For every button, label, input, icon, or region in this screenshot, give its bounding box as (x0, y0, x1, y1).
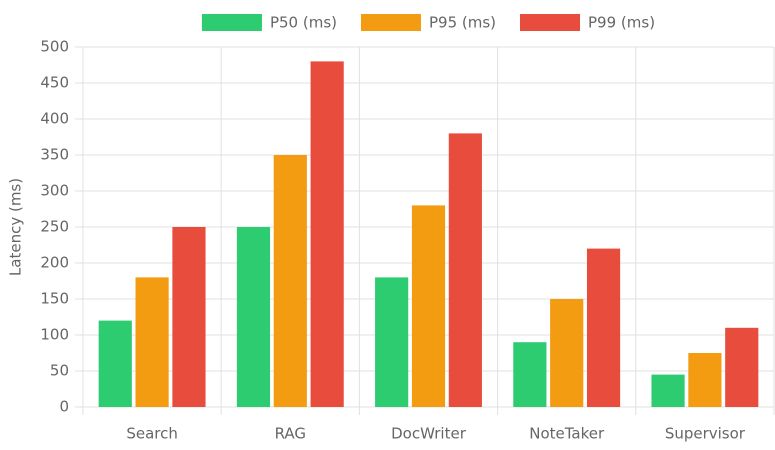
y-tick-label: 100 (40, 326, 69, 344)
y-tick-label: 50 (50, 362, 69, 380)
x-tick-label: Supervisor (665, 425, 746, 443)
x-tick-label: NoteTaker (529, 425, 605, 443)
legend-swatch (360, 14, 421, 31)
legend-label: P50 (ms) (270, 14, 337, 32)
y-axis-title: Latency (ms) (7, 178, 25, 276)
bar (98, 320, 132, 407)
bar (725, 327, 759, 407)
bar (651, 374, 685, 407)
y-tick-label: 350 (40, 146, 69, 164)
bar (688, 353, 722, 407)
bar (310, 61, 344, 408)
bar (273, 155, 307, 407)
y-tick-label: 250 (40, 218, 69, 236)
bar (172, 227, 206, 407)
x-tick-label: DocWriter (391, 425, 467, 443)
y-tick-label: 0 (59, 398, 69, 416)
bar (411, 205, 446, 407)
legend-label: P95 (ms) (429, 14, 496, 32)
y-tick-label: 400 (40, 110, 69, 128)
y-tick-label: 200 (40, 254, 69, 272)
bar (513, 342, 547, 407)
bar (135, 277, 169, 407)
bar (550, 299, 584, 407)
legend-swatch (201, 14, 262, 31)
y-tick-label: 450 (40, 74, 69, 92)
y-tick-label: 300 (40, 182, 69, 200)
x-tick-label: RAG (275, 425, 306, 443)
x-tick-label: Search (126, 425, 178, 443)
y-tick-label: 150 (40, 290, 69, 308)
legend-swatch (520, 14, 581, 31)
bar (448, 133, 482, 407)
bar (236, 227, 271, 407)
legend-label: P99 (ms) (588, 14, 655, 32)
y-tick-label: 500 (40, 38, 69, 56)
bar (586, 248, 621, 407)
bar (375, 277, 409, 407)
